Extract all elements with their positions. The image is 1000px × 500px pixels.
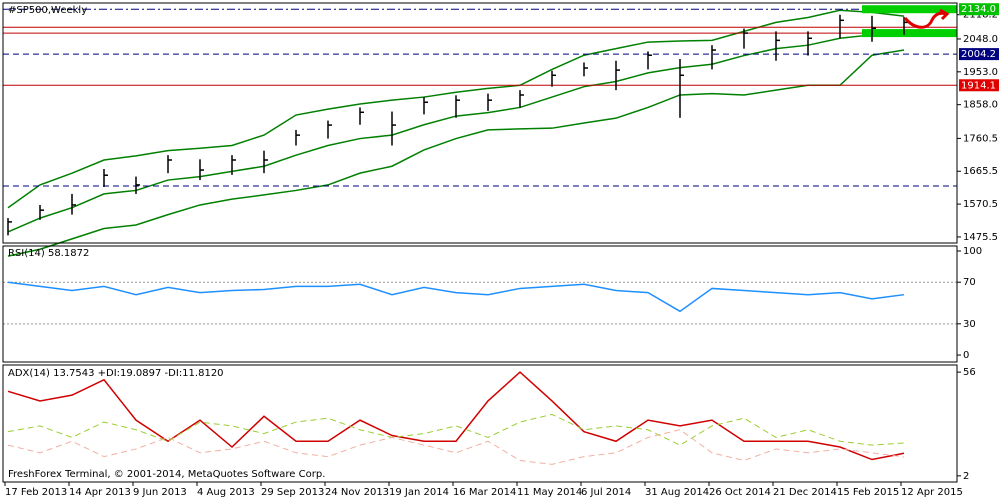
x-tick-label: 4 Aug 2013 (197, 487, 255, 498)
level-label-bg (959, 79, 999, 92)
level-label: 1914.1 (961, 80, 996, 91)
rsi-title: RSI(14) 58.1872 (8, 248, 89, 259)
chart-title: #SP500,Weekly (8, 5, 87, 16)
x-tick-label: 31 Aug 2014 (645, 487, 709, 498)
arrow-annotation (903, 8, 950, 29)
price-panel (2, 2, 958, 244)
x-tick-label: 21 Dec 2014 (773, 487, 837, 498)
adx-line (7, 413, 905, 446)
y-tick-label: 70 (963, 277, 976, 288)
x-tick-label: 17 Feb 2013 (5, 487, 67, 498)
y-tick-label: 1475.5 (963, 232, 998, 243)
level-label: 2004.2 (961, 49, 996, 60)
rsi-panel (2, 245, 958, 363)
y-tick-label: 1858.0 (963, 100, 998, 111)
y-tick-label: 1760.5 (963, 133, 998, 144)
level-label: 2134.0 (961, 4, 996, 15)
footer: FreshForex Terminal, © 2001-2014, MetaQu… (8, 469, 325, 480)
y-tick-label: 0 (963, 350, 969, 361)
adx-panel (2, 364, 958, 483)
level-label-bg (959, 48, 999, 61)
x-tick-label: 6 Jul 2014 (581, 487, 631, 498)
bollinger-lower (7, 49, 905, 257)
x-tick-label: 19 Jan 2014 (389, 487, 449, 498)
y-tick-label: 2 (963, 471, 969, 482)
x-tick-label: 15 Feb 2015 (837, 487, 899, 498)
y-tick-label: 100 (963, 246, 982, 257)
x-tick-label: 16 Mar 2014 (453, 487, 516, 498)
rsi-line (7, 281, 905, 313)
adx-title: ADX(14) 13.7543 +DI:19.0897 -DI:11.8120 (8, 368, 224, 379)
y-tick-label: 1665.5 (963, 166, 998, 177)
x-tick-label: 12 Apr 2015 (901, 487, 963, 498)
x-tick-label: 11 May 2014 (517, 487, 582, 498)
zone-band (862, 29, 957, 38)
y-tick-label: 30 (963, 319, 976, 330)
bollinger-upper (7, 9, 905, 209)
x-tick-label: 26 Oct 2014 (709, 487, 771, 498)
y-tick-label: 1570.5 (963, 199, 998, 210)
x-tick-label: 24 Nov 2013 (325, 487, 389, 498)
y-tick-label: 56 (963, 367, 976, 378)
x-tick-label: 14 Apr 2013 (69, 487, 131, 498)
adx-line (7, 371, 905, 461)
x-tick-label: 9 Jun 2013 (133, 487, 187, 498)
zone-band (862, 5, 957, 14)
level-label-bg (959, 3, 999, 16)
chart-layer: 2118.22048.01953.01858.01760.51665.51570… (3, 3, 999, 498)
x-tick-label: 29 Sep 2013 (261, 487, 324, 498)
y-tick-label: 2048.0 (963, 34, 998, 45)
y-tick-label: 1953.0 (963, 67, 998, 78)
